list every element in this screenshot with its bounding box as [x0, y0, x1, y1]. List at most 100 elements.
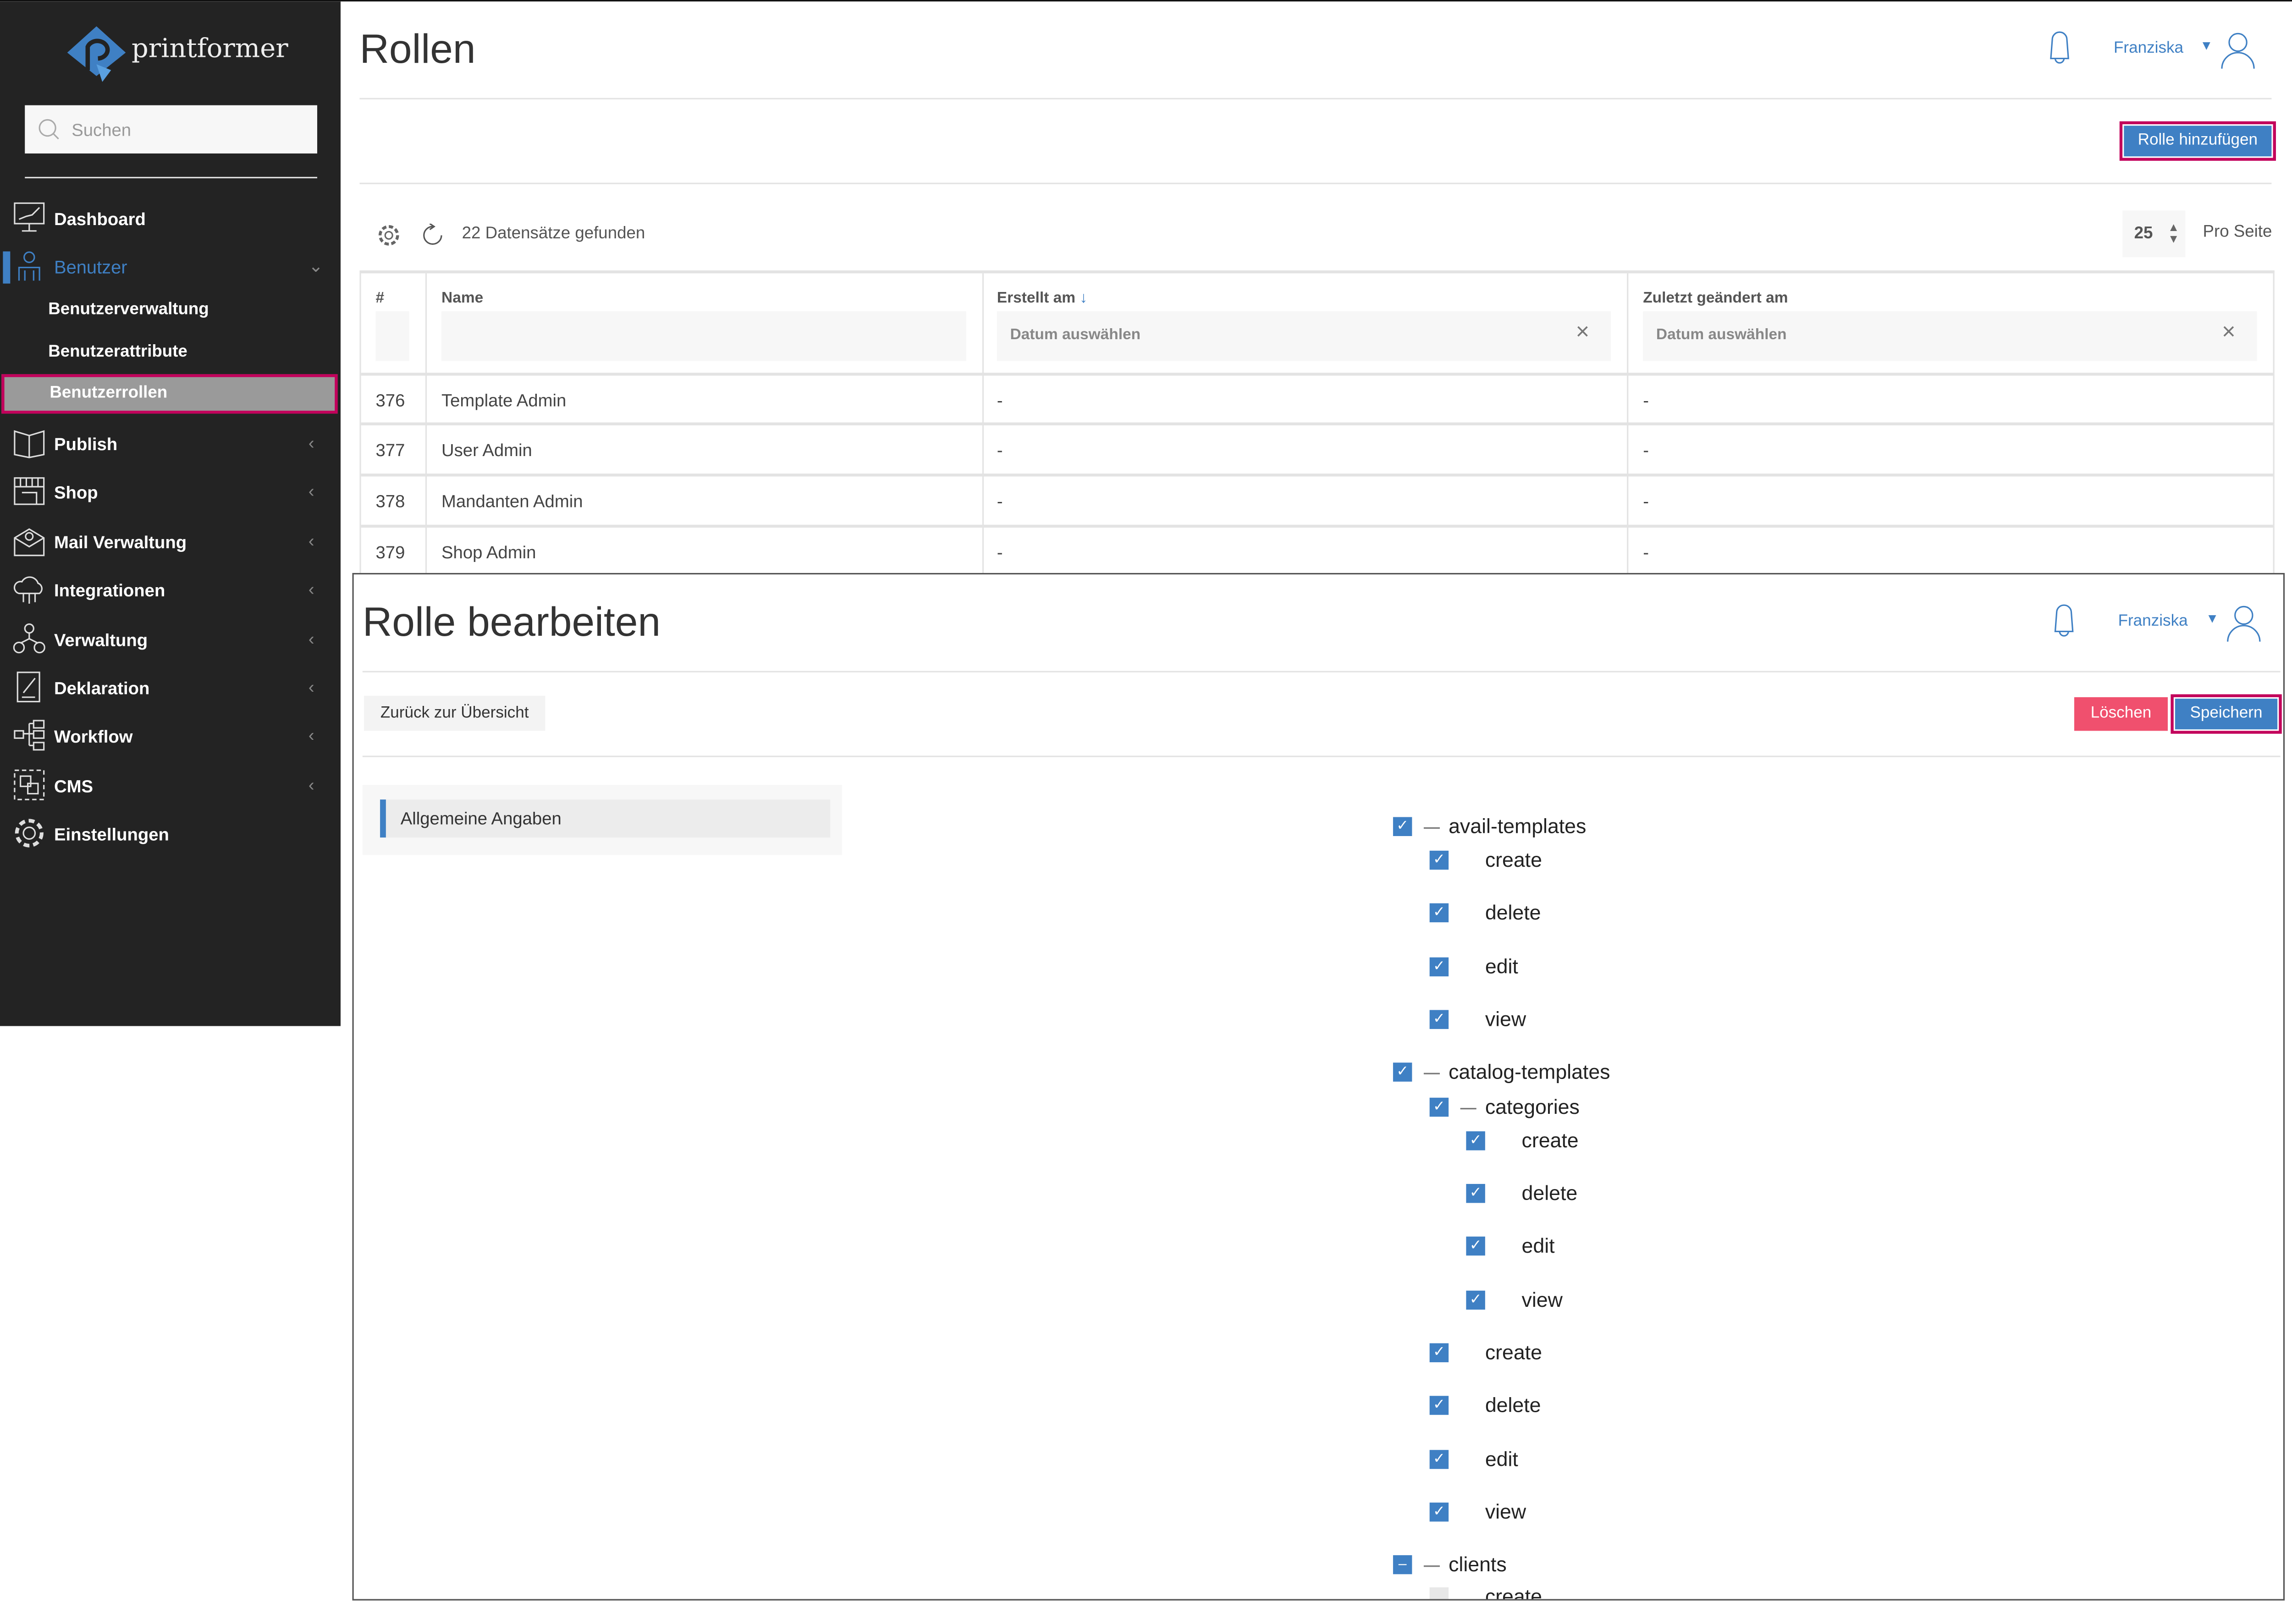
checkbox[interactable]: ✓ — [1393, 817, 1412, 836]
sidebar-item-integrationen[interactable]: Integrationen ‹ — [0, 572, 341, 610]
user-name[interactable]: Franziska — [2118, 612, 2188, 630]
caret-down-icon[interactable]: ▼ — [2200, 38, 2213, 53]
id-filter-input[interactable] — [375, 311, 409, 361]
cell-id: 378 — [375, 491, 405, 512]
checkbox[interactable]: ✓ — [1466, 1184, 1485, 1203]
name-filter-input[interactable] — [441, 311, 966, 361]
checkbox-indeterminate[interactable]: – — [1393, 1555, 1412, 1574]
column-header-id: # — [375, 289, 385, 307]
collapse-dash-icon[interactable] — [1423, 1565, 1440, 1567]
permission-tree-item: ✓ delete — [1429, 1393, 1868, 1425]
sidebar-item-workflow[interactable]: Workflow ‹ — [0, 718, 341, 756]
cell-modified: - — [1643, 491, 1649, 512]
row-divider — [361, 373, 2273, 376]
sidebar-search-input[interactable]: Suchen — [25, 105, 317, 154]
gear-icon — [15, 819, 44, 848]
per-page-select[interactable]: 25 ▲ ▼ — [2122, 210, 2186, 258]
permission-label: avail-templates — [1449, 814, 1587, 838]
page-title: Rollen — [359, 26, 476, 72]
sidebar-subitem-benutzerrollen[interactable]: Benutzerrollen — [1, 374, 338, 414]
collapse-dash-icon[interactable] — [1460, 1108, 1477, 1110]
checkbox[interactable]: ✓ — [1429, 850, 1449, 870]
sidebar-item-benutzer[interactable]: Benutzer ⌄ — [0, 248, 341, 286]
sidebar-item-verwaltung[interactable]: Verwaltung ‹ — [0, 621, 341, 659]
table-row[interactable]: 379 Shop Admin - - — [361, 528, 2273, 576]
permission-label: create — [1485, 1340, 1542, 1364]
chevron-left-icon: ‹ — [308, 725, 314, 746]
checkbox[interactable]: ✓ — [1429, 1396, 1449, 1415]
settings-gear-icon[interactable] — [377, 224, 401, 247]
permission-tree-item: ✓ edit — [1429, 1447, 1868, 1479]
sidebar-item-label: Benutzer — [54, 257, 127, 278]
table-row[interactable]: 376 Template Admin - - — [361, 376, 2273, 424]
tab-allgemeine-angaben[interactable]: Allgemeine Angaben — [380, 799, 831, 838]
checkbox[interactable]: ✓ — [1429, 903, 1449, 923]
save-button[interactable]: Speichern — [2171, 694, 2282, 734]
sidebar-item-shop[interactable]: Shop ‹ — [0, 473, 341, 512]
sidebar-item-cms[interactable]: CMS ‹ — [0, 767, 341, 805]
cell-modified: - — [1643, 390, 1649, 411]
sidebar-subitem-benutzerverwaltung[interactable]: Benutzerverwaltung — [48, 301, 209, 319]
delete-button[interactable]: Löschen — [2074, 697, 2168, 731]
sidebar-item-dashboard[interactable]: Dashboard — [0, 200, 341, 238]
collapse-dash-icon[interactable] — [1423, 1073, 1440, 1074]
user-avatar-icon[interactable] — [2219, 31, 2257, 69]
divider — [362, 755, 2281, 757]
checkbox[interactable]: ✓ — [1429, 1503, 1449, 1522]
checkbox[interactable]: ✓ — [1429, 1450, 1449, 1469]
created-date-filter[interactable]: Datum auswählen × — [997, 311, 1611, 361]
cell-created: - — [997, 542, 1003, 563]
cell-created: - — [997, 491, 1003, 512]
checkbox[interactable]: ✓ — [1393, 1062, 1412, 1082]
permission-tree-item: ✓ create — [1466, 1129, 1905, 1161]
checkbox[interactable]: ✓ — [1429, 1343, 1449, 1362]
permission-label: edit — [1521, 1233, 1555, 1257]
cell-name: Template Admin — [441, 390, 567, 411]
row-divider — [361, 473, 2273, 477]
active-indicator — [3, 251, 11, 284]
sidebar-subitem-benutzerattribute[interactable]: Benutzerattribute — [48, 343, 187, 361]
collapse-dash-icon[interactable] — [1423, 827, 1440, 829]
modified-date-filter[interactable]: Datum auswählen × — [1643, 311, 2257, 361]
permission-tree-item: ✓ categories — [1429, 1095, 1868, 1127]
sidebar-item-publish[interactable]: Publish ‹ — [0, 425, 341, 463]
permission-label: categories — [1485, 1095, 1580, 1118]
bell-icon[interactable] — [2048, 604, 2080, 642]
stepper-arrows-icon: ▲ ▼ — [2167, 220, 2180, 246]
cms-icon — [14, 769, 45, 800]
add-role-button[interactable]: Rolle hinzufügen — [2119, 121, 2276, 161]
column-header-name[interactable]: Name — [441, 289, 484, 307]
cell-id: 376 — [375, 390, 405, 411]
divider — [25, 176, 317, 179]
permission-label: delete — [1485, 900, 1541, 924]
clear-icon[interactable]: × — [2221, 320, 2236, 345]
sidebar-item-deklaration[interactable]: Deklaration ‹ — [0, 669, 341, 707]
checkbox[interactable]: ✓ — [1466, 1131, 1485, 1151]
column-header-created[interactable]: Erstellt am ↓ — [997, 289, 1088, 307]
sidebar-item-mail-verwaltung[interactable]: Mail Verwaltung ‹ — [0, 523, 341, 562]
table-row[interactable]: 378 Mandanten Admin - - — [361, 477, 2273, 525]
cloud-icon — [13, 576, 43, 604]
cell-id: 379 — [375, 542, 405, 563]
checkbox[interactable]: ✓ — [1429, 1097, 1449, 1117]
back-to-overview-button[interactable]: Zurück zur Übersicht — [364, 695, 545, 731]
refresh-icon[interactable] — [421, 223, 444, 247]
checkbox[interactable]: ✓ — [1429, 1010, 1449, 1029]
checkbox[interactable]: ✓ — [1466, 1236, 1485, 1256]
column-header-modified[interactable]: Zuletzt geändert am — [1643, 289, 1788, 307]
clear-icon[interactable]: × — [1576, 320, 1590, 345]
checkbox[interactable]: ✓ — [1466, 1290, 1485, 1310]
bell-icon[interactable] — [2044, 31, 2076, 69]
caret-down-icon[interactable]: ▼ — [2205, 611, 2219, 626]
user-avatar-icon[interactable] — [2225, 604, 2263, 642]
checkbox[interactable] — [1429, 1587, 1449, 1599]
sidebar-item-label: Dashboard — [54, 209, 146, 230]
checkbox[interactable]: ✓ — [1429, 957, 1449, 977]
table-row[interactable]: 377 User Admin - - — [361, 425, 2273, 473]
permission-tree-item: ✓ edit — [1466, 1233, 1905, 1266]
page-title: Rolle bearbeiten — [362, 599, 661, 645]
sidebar-item-einstellungen[interactable]: Einstellungen — [0, 815, 341, 853]
user-name[interactable]: Franziska — [2114, 39, 2184, 57]
document-edit-icon — [17, 672, 40, 703]
permission-label: delete — [1521, 1181, 1578, 1205]
